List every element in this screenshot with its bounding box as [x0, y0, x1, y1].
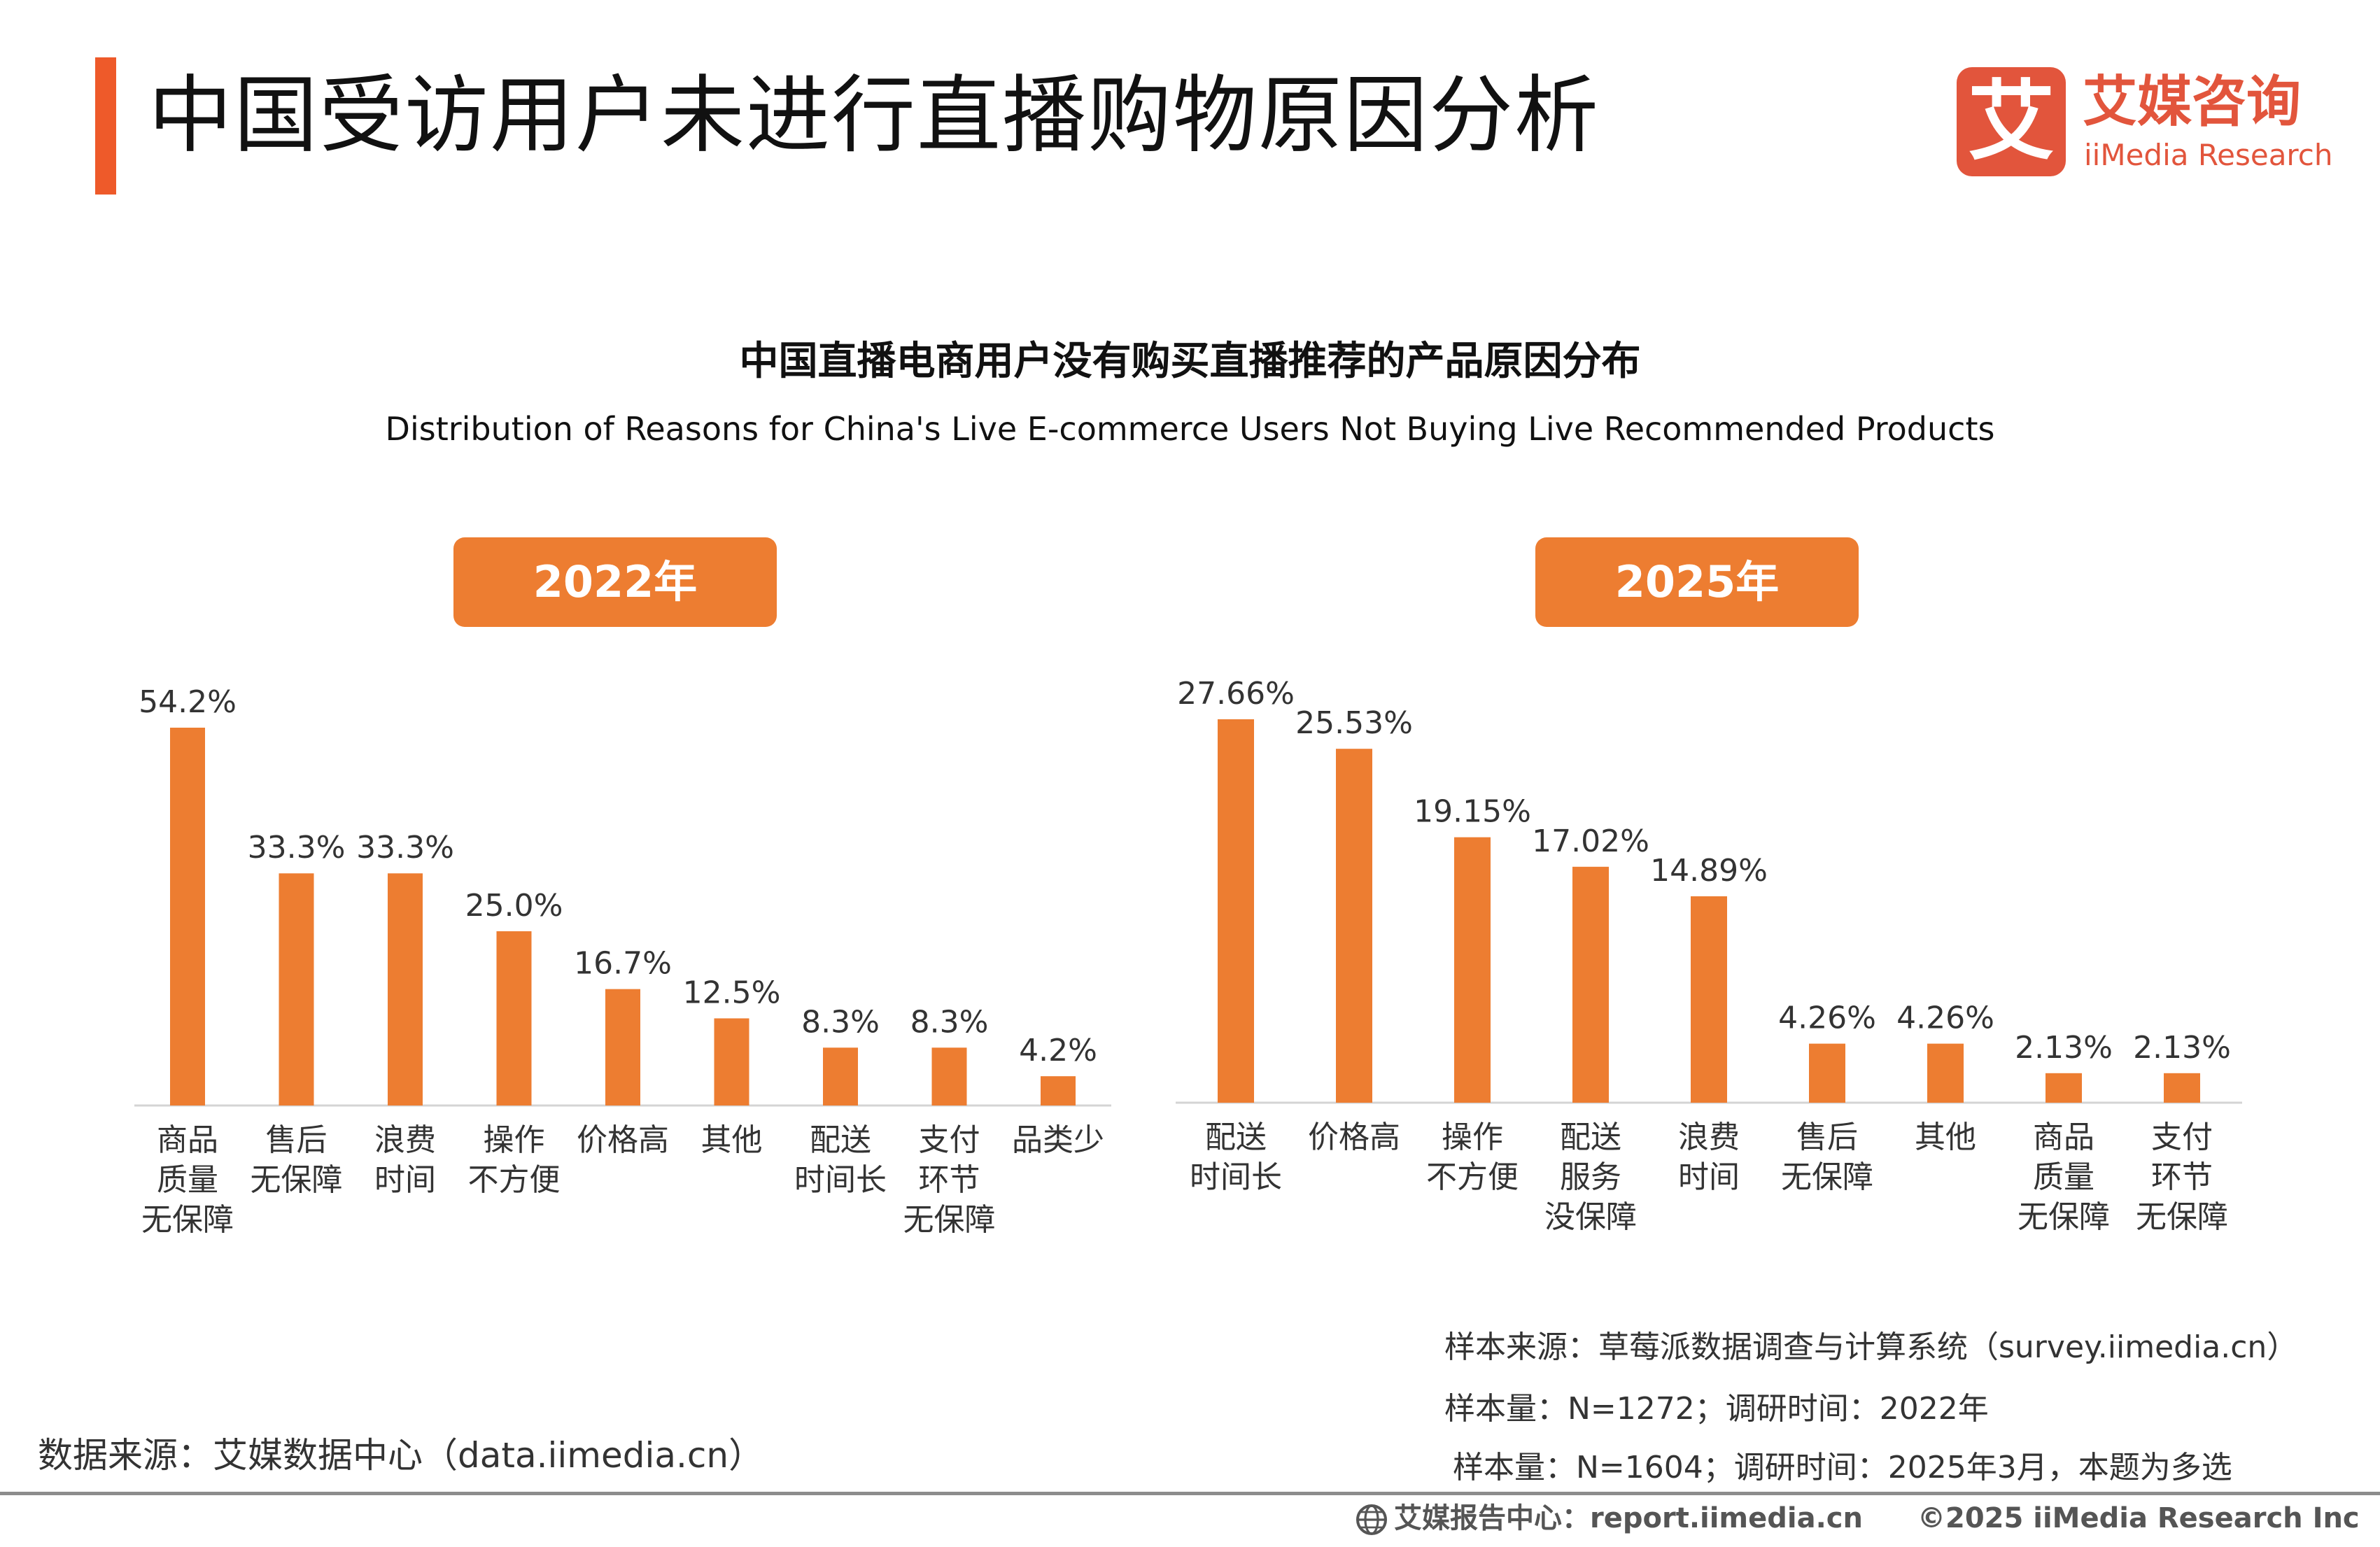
bar	[1927, 1043, 1964, 1103]
data-label: 25.0%	[465, 888, 563, 924]
footer-divider	[0, 1492, 2380, 1495]
category-label: 时间长	[794, 1162, 887, 1198]
category-label: 其他	[1915, 1119, 1976, 1155]
category-label: 支付	[919, 1122, 980, 1158]
data-label: 4.26%	[1896, 1001, 1994, 1036]
category-label: 售后	[266, 1122, 328, 1158]
category-label: 价格高	[1308, 1119, 1400, 1155]
category-label: 浪费	[374, 1122, 436, 1158]
bar	[1336, 749, 1372, 1103]
category-label: 环节	[919, 1162, 980, 1198]
category-label: 时间	[374, 1162, 436, 1198]
bar	[496, 931, 532, 1105]
page-title: 中国受访用户未进行直播购物原因分析	[148, 67, 1600, 164]
data-label: 8.3%	[910, 1004, 989, 1040]
year-badge-2025: 2025年	[1535, 537, 1859, 627]
data-label: 12.5%	[683, 975, 781, 1010]
logo-chinese-name: 艾媒咨询	[2083, 71, 2302, 134]
sample-source: 样本来源：草莓派数据调查与计算系统（survey.iimedia.cn）	[1444, 1329, 2298, 1365]
bar	[1809, 1043, 1845, 1103]
footer-report-text: 艾媒报告中心：report.iimedia.cn	[1394, 1502, 1863, 1534]
footer-report-site: 艾媒报告中心：report.iimedia.cn	[1355, 1499, 1863, 1538]
data-label: 4.26%	[1778, 1001, 1876, 1036]
category-label: 配送	[810, 1122, 871, 1158]
category-label: 无保障	[1781, 1159, 1873, 1195]
category-label: 不方便	[468, 1162, 561, 1198]
category-label: 配送	[1560, 1119, 1621, 1155]
sample-size-2025: 样本量：N=1604；调研时间：2025年3月，本题为多选	[1453, 1450, 2232, 1485]
category-label: 售后	[1796, 1119, 1858, 1155]
data-label: 16.7%	[574, 946, 672, 982]
data-label: 2.13%	[2133, 1030, 2231, 1066]
category-label: 品类少	[1012, 1122, 1104, 1158]
data-label: 8.3%	[801, 1004, 880, 1040]
category-label: 其他	[701, 1122, 763, 1158]
bar	[931, 1047, 967, 1105]
category-label: 无保障	[2018, 1199, 2110, 1235]
category-label: 质量	[157, 1162, 218, 1198]
category-label: 无保障	[141, 1202, 234, 1238]
data-label: 4.2%	[1019, 1033, 1097, 1068]
category-label: 无保障	[903, 1202, 996, 1238]
footer-copyright: ©2025 iiMedia Research Inc	[1917, 1502, 2360, 1534]
bar	[714, 1018, 749, 1105]
data-label: 2.13%	[2015, 1030, 2113, 1066]
data-source: 数据来源：艾媒数据中心（data.iimedia.cn）	[38, 1435, 764, 1476]
data-label: 17.02%	[1532, 824, 1649, 859]
data-label: 19.15%	[1414, 794, 1531, 830]
category-label: 商品	[157, 1122, 218, 1158]
logo-mark: 艾	[1957, 67, 2066, 176]
bar	[388, 873, 423, 1105]
data-label: 33.3%	[356, 830, 454, 866]
bar	[170, 728, 205, 1105]
sample-size-2022: 样本量：N=1272；调研时间：2022年	[1444, 1391, 1989, 1427]
category-label: 支付	[2151, 1119, 2213, 1155]
year-badge-2022: 2022年	[453, 537, 777, 627]
category-label: 无保障	[2136, 1199, 2228, 1235]
category-label: 无保障	[251, 1162, 343, 1198]
category-label: 配送	[1205, 1119, 1267, 1155]
bar	[1454, 837, 1491, 1103]
category-label: 浪费	[1678, 1119, 1740, 1155]
data-label: 25.53%	[1295, 705, 1413, 741]
category-label: 操作	[1442, 1119, 1503, 1155]
logo-english-name: iiMedia Research	[2084, 138, 2333, 172]
bar	[1041, 1076, 1076, 1105]
category-label: 环节	[2151, 1159, 2213, 1195]
bar	[2045, 1073, 2082, 1103]
category-label: 时间	[1678, 1159, 1740, 1195]
category-label: 服务	[1560, 1159, 1621, 1195]
iimedia-logo: 艾 艾媒咨询 iiMedia Research	[1957, 67, 2335, 179]
category-label: 商品	[2033, 1119, 2094, 1155]
bar	[823, 1047, 858, 1105]
bar	[1572, 866, 1609, 1103]
category-label: 质量	[2033, 1159, 2094, 1195]
bar	[605, 989, 640, 1105]
bar	[1218, 719, 1254, 1103]
category-label: 没保障	[1544, 1199, 1637, 1235]
bar	[2164, 1073, 2200, 1103]
category-label: 不方便	[1426, 1159, 1519, 1195]
bar	[279, 873, 314, 1105]
category-label: 价格高	[577, 1122, 669, 1158]
category-label: 时间长	[1190, 1159, 1282, 1195]
chart-subtitle: Distribution of Reasons for China's Live…	[385, 410, 1995, 448]
data-label: 14.89%	[1650, 853, 1768, 889]
category-label: 操作	[484, 1122, 545, 1158]
chart-title: 中国直播电商用户没有购买直播推荐的产品原因分布	[739, 339, 1641, 384]
globe-icon	[1356, 1504, 1387, 1535]
data-label: 54.2%	[139, 684, 237, 720]
data-label: 33.3%	[248, 830, 346, 866]
bar	[1691, 896, 1727, 1103]
data-label: 27.66%	[1177, 676, 1295, 712]
title-accent-bar	[95, 57, 116, 195]
